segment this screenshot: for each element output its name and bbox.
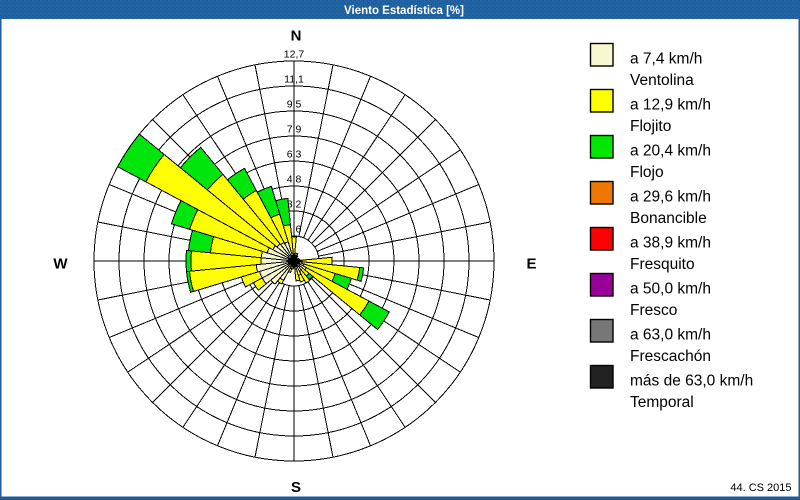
- svg-text:44. CS 2015: 44. CS 2015: [730, 482, 791, 494]
- svg-text:a 63,0 km/h: a 63,0 km/h: [630, 327, 711, 344]
- svg-text:Flojo: Flojo: [630, 164, 664, 181]
- svg-text:3,2: 3,2: [287, 199, 302, 211]
- svg-text:Temporal: Temporal: [630, 394, 694, 411]
- svg-text:Ventolina: Ventolina: [630, 72, 694, 89]
- svg-text:Bonancible: Bonancible: [630, 210, 707, 227]
- svg-text:S: S: [291, 479, 301, 496]
- svg-text:Fresquito: Fresquito: [630, 256, 695, 273]
- svg-text:9,5: 9,5: [287, 99, 302, 111]
- svg-text:Fresco: Fresco: [630, 302, 677, 319]
- svg-text:a 7,4 km/h: a 7,4 km/h: [630, 51, 702, 68]
- svg-text:Frescachón: Frescachón: [630, 348, 711, 365]
- svg-text:a 29,6 km/h: a 29,6 km/h: [630, 189, 711, 206]
- svg-text:más de 63,0 km/h: más de 63,0 km/h: [630, 373, 753, 390]
- svg-text:12,7: 12,7: [284, 49, 305, 61]
- svg-text:Viento Estadística [%]: Viento Estadística [%]: [344, 5, 464, 17]
- svg-text:a 50,0 km/h: a 50,0 km/h: [630, 281, 711, 298]
- svg-text:E: E: [526, 256, 536, 273]
- svg-text:11,1: 11,1: [284, 74, 304, 86]
- svg-text:7,9: 7,9: [287, 124, 302, 136]
- svg-text:a 12,9 km/h: a 12,9 km/h: [630, 97, 711, 114]
- svg-text:a 38,9 km/h: a 38,9 km/h: [630, 235, 711, 252]
- svg-text:N: N: [291, 28, 302, 45]
- svg-text:W: W: [53, 256, 68, 273]
- svg-text:Flojito: Flojito: [630, 118, 671, 135]
- svg-text:4,8: 4,8: [287, 174, 302, 186]
- svg-text:6,3: 6,3: [287, 149, 302, 161]
- svg-text:a 20,4 km/h: a 20,4 km/h: [630, 143, 711, 160]
